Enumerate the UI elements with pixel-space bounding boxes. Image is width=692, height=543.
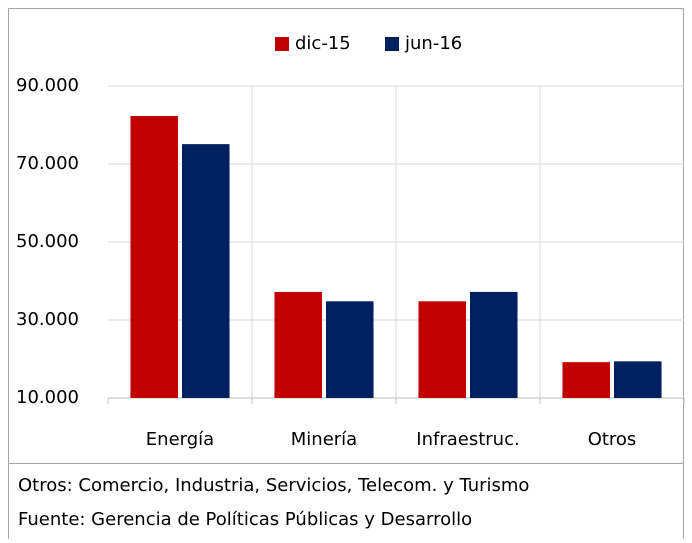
note: Otros: Comercio, Industria, Servicios, T…	[18, 475, 529, 496]
x-tick-label: Energía	[146, 429, 214, 450]
x-tick-label: Otros	[588, 429, 637, 450]
bar	[130, 116, 178, 398]
bar	[614, 361, 662, 398]
legend-label: jun-16	[404, 33, 462, 54]
y-tick-label: 70.000	[16, 153, 79, 174]
note: Fuente: Gerencia de Políticas Públicas y…	[18, 509, 472, 530]
bar	[326, 301, 374, 398]
legend-swatch	[385, 37, 399, 51]
y-tick-label: 90.000	[16, 75, 79, 96]
bar	[274, 291, 322, 398]
legend-swatch	[275, 37, 289, 51]
bar	[562, 362, 610, 398]
legend-label: dic-15	[295, 33, 351, 54]
y-tick-label: 50.000	[16, 231, 79, 252]
bar	[182, 144, 230, 398]
bar	[470, 291, 518, 398]
x-tick-label: Minería	[291, 429, 357, 450]
bar	[418, 301, 466, 398]
y-tick-label: 10.000	[16, 387, 79, 408]
x-tick-label: Infraestruc.	[416, 429, 519, 450]
frame	[8, 8, 684, 543]
y-tick-label: 30.000	[16, 309, 79, 330]
